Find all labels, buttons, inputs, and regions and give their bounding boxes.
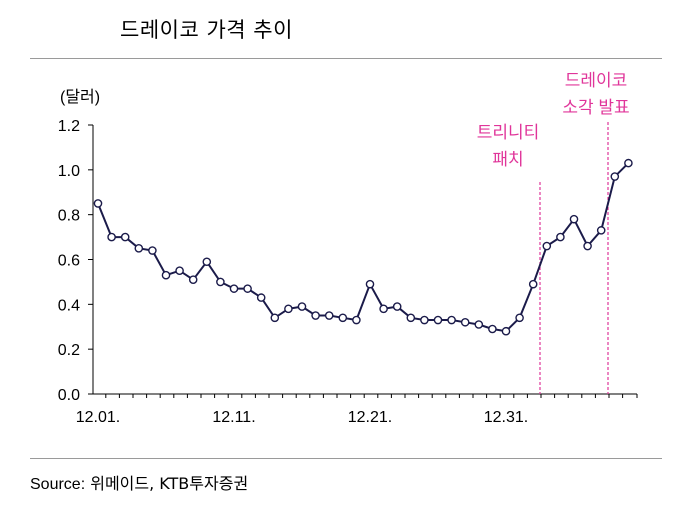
data-point [256, 293, 266, 302]
data-point [501, 326, 511, 336]
data-point [270, 313, 280, 323]
data-point [175, 266, 184, 276]
source-text: 위메이드, KTB투자증권 [90, 474, 249, 493]
data-point [134, 243, 144, 253]
data-point [569, 214, 579, 224]
data-point [624, 158, 633, 168]
data-point [406, 313, 416, 323]
x-tick-label: 12.21. [348, 409, 392, 426]
top-divider [30, 58, 662, 59]
data-point [311, 311, 320, 320]
annotation-label: 트리니티 [477, 123, 540, 142]
data-point [460, 317, 470, 327]
data-point [583, 241, 592, 251]
data-point [556, 232, 565, 242]
data-point [120, 232, 130, 242]
data-point [488, 324, 497, 334]
y-tick-label: 0.4 [58, 297, 80, 314]
annotation-label: 드레이코 [565, 71, 628, 90]
data-point [352, 315, 361, 325]
data-point [148, 246, 157, 255]
data-point [284, 304, 293, 314]
data-point [202, 257, 212, 267]
x-tick-label: 12.31. [484, 409, 528, 426]
data-point [596, 226, 606, 235]
annotation-label: 패치 [492, 150, 523, 169]
data-point [107, 232, 116, 242]
data-point [528, 279, 538, 289]
data-point [216, 277, 225, 287]
source-note: Source: 위메이드, KTB투자증권 [30, 470, 248, 494]
chart-title: 드레이코 가격 추이 [120, 18, 293, 42]
x-tick-label: 12.11. [212, 409, 255, 426]
price-line [97, 162, 630, 333]
data-point [243, 284, 252, 293]
source-label: Source: [30, 476, 86, 493]
y-tick-label: 0.8 [58, 208, 80, 225]
data-point [338, 313, 348, 323]
data-point [93, 199, 103, 208]
y-tick-label: 0.6 [58, 253, 80, 270]
data-point [188, 275, 198, 284]
y-unit-label: (달러) [60, 88, 100, 106]
data-point [324, 311, 334, 320]
data-point [610, 172, 620, 181]
y-tick-label: 0.2 [58, 342, 80, 359]
data-point [392, 302, 402, 311]
y-tick-label: 1.2 [58, 118, 80, 135]
y-tick-label: 1.0 [58, 163, 80, 180]
data-point [229, 284, 239, 293]
annotation-label: 소각 발표 [562, 98, 629, 117]
bottom-divider [30, 458, 662, 459]
data-point [474, 320, 484, 329]
x-tick-label: 12.01. [76, 409, 120, 426]
data-point [433, 315, 443, 325]
data-point [365, 279, 375, 289]
data-point [420, 315, 429, 325]
data-point [161, 270, 171, 280]
data-point [515, 313, 524, 323]
data-point [447, 315, 456, 325]
y-tick-label: 0.0 [58, 387, 80, 404]
data-point [297, 302, 307, 311]
data-point [379, 304, 388, 314]
data-point [542, 241, 552, 251]
